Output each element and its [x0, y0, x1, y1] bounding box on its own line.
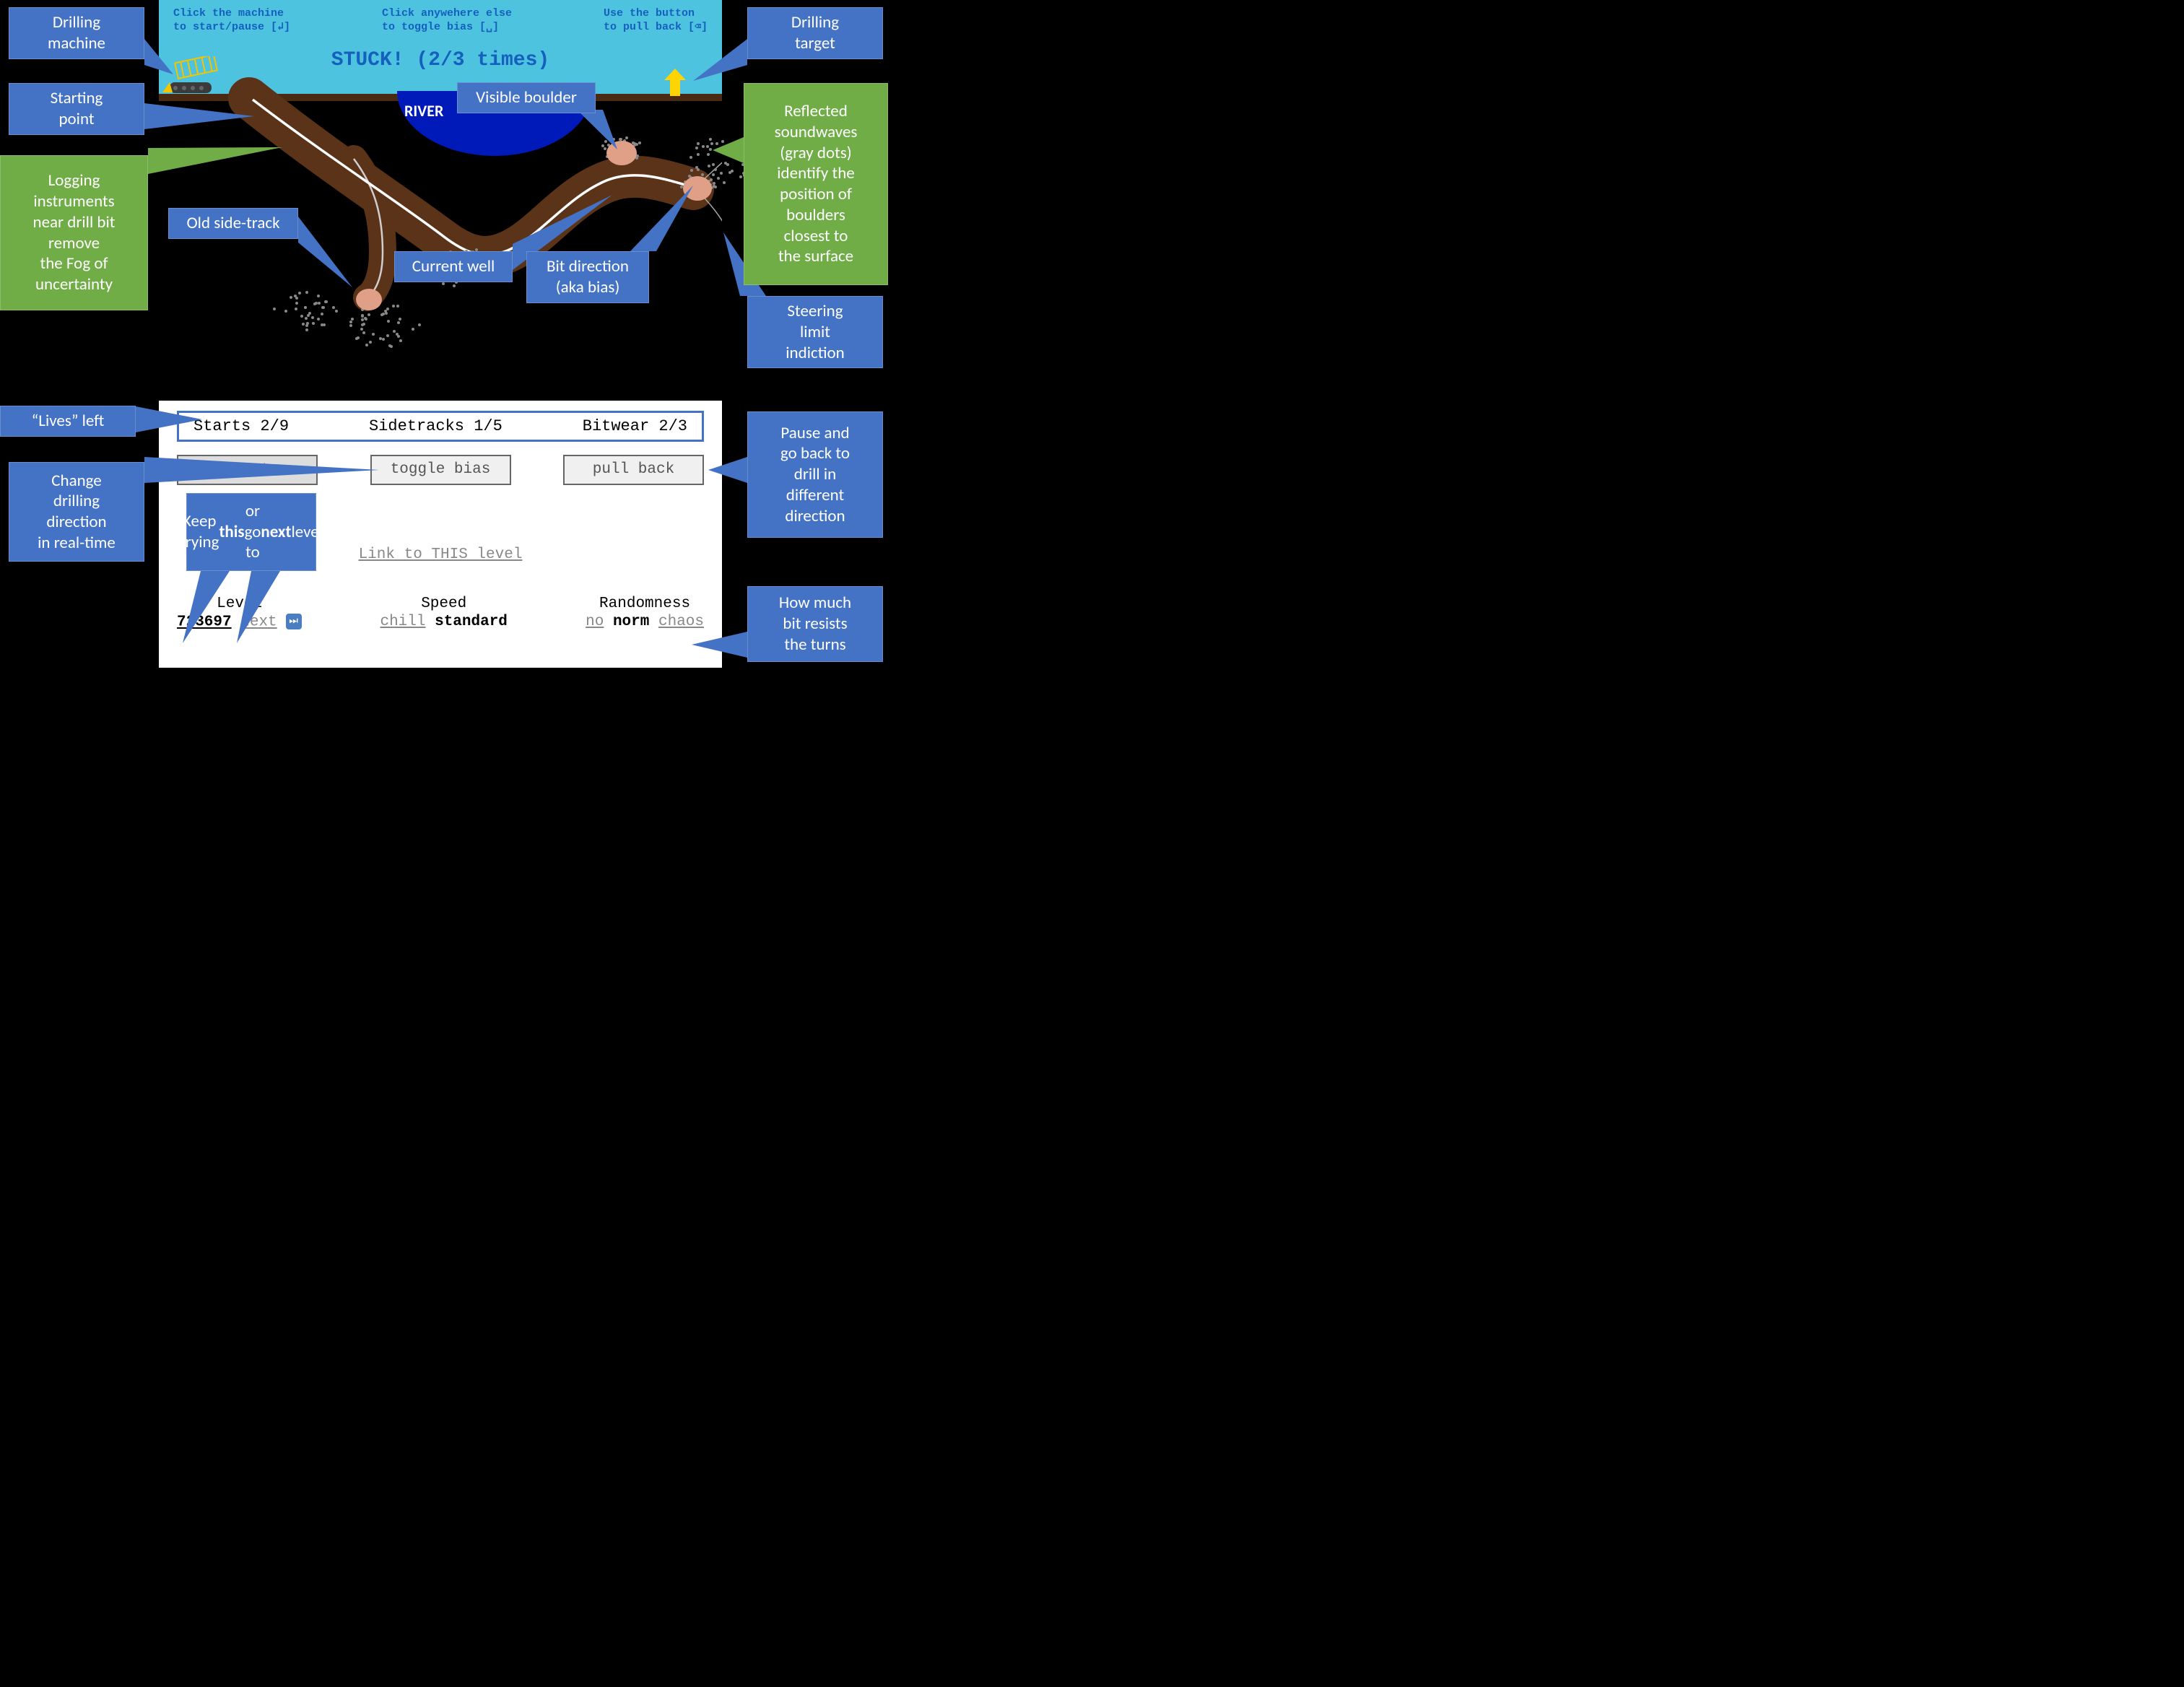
speed-option-chill[interactable]: chill	[380, 614, 425, 630]
start-button[interactable]: start	[177, 455, 318, 485]
drilling-target-icon	[664, 69, 686, 96]
boulder	[356, 289, 382, 310]
speed-option-standard[interactable]: standard	[435, 614, 508, 630]
randomness-option-no[interactable]: no	[586, 614, 604, 630]
level-label: Level	[177, 596, 302, 612]
callout-how_much: How muchbit resiststhe turns	[747, 586, 883, 662]
setting-speed: Speed chill standard	[380, 596, 507, 631]
callout-logging: Logginginstrumentsnear drill bitremoveth…	[0, 155, 148, 310]
callout-visible_boulder: Visible boulder	[457, 82, 596, 113]
randomness-options: no norm chaos	[586, 614, 704, 630]
soundwave-dots-layer	[159, 0, 722, 390]
settings-row: Level 723697 next Speed chill standard R…	[177, 596, 704, 631]
callout-pause_back: Pause andgo back todrill indifferentdire…	[747, 411, 883, 538]
callout-bit_direction: Bit direction(aka bias)	[526, 251, 649, 303]
boulder	[606, 141, 637, 165]
speed-options: chill standard	[380, 614, 507, 630]
skip-level-icon[interactable]	[286, 614, 302, 629]
callout-drilling_machine: Drillingmachine	[9, 7, 144, 59]
callout-reflected: Reflectedsoundwaves(gray dots)identify t…	[744, 83, 888, 285]
callout-old_sidetrack: Old side-track	[168, 208, 298, 239]
callout-drilling_target: Drillingtarget	[747, 7, 883, 59]
stat-starts: Starts 2/9	[193, 417, 289, 435]
boulder	[683, 176, 712, 201]
callout-lives_left: “Lives” left	[0, 406, 136, 437]
randomness-option-norm[interactable]: norm	[613, 614, 649, 630]
level-value: 723697	[177, 614, 232, 631]
speed-label: Speed	[380, 596, 507, 612]
callout-current_well: Current well	[394, 251, 513, 282]
stat-bitwear: Bitwear 2/3	[583, 417, 687, 435]
setting-randomness: Randomness no norm chaos	[586, 596, 704, 631]
game-viewport[interactable]: Click the machine to start/pause [↲] Cli…	[159, 0, 722, 390]
callout-keep_trying: Keep tryingthis or go tonext level	[186, 493, 316, 571]
button-row: start toggle bias pull back	[177, 455, 704, 485]
stats-bar: Starts 2/9 Sidetracks 1/5 Bitwear 2/3	[177, 411, 704, 442]
randomness-label: Randomness	[586, 596, 704, 612]
callout-starting_point: Startingpoint	[9, 83, 144, 135]
river-label: RIVER	[404, 101, 443, 121]
callout-change_dir: Changedrillingdirectionin real-time	[9, 462, 144, 562]
randomness-option-chaos[interactable]: chaos	[658, 614, 704, 630]
drilling-machine-icon[interactable]	[162, 56, 227, 98]
toggle-bias-button[interactable]: toggle bias	[370, 455, 511, 485]
pull-back-button[interactable]: pull back	[563, 455, 704, 485]
stat-sidetracks: Sidetracks 1/5	[369, 417, 503, 435]
callout-steering_limit: Steeringlimitindiction	[747, 296, 883, 368]
level-next-link[interactable]: next	[240, 614, 277, 631]
level-permalink[interactable]: Link to THIS level	[359, 546, 523, 563]
setting-level: Level 723697 next	[177, 596, 302, 631]
